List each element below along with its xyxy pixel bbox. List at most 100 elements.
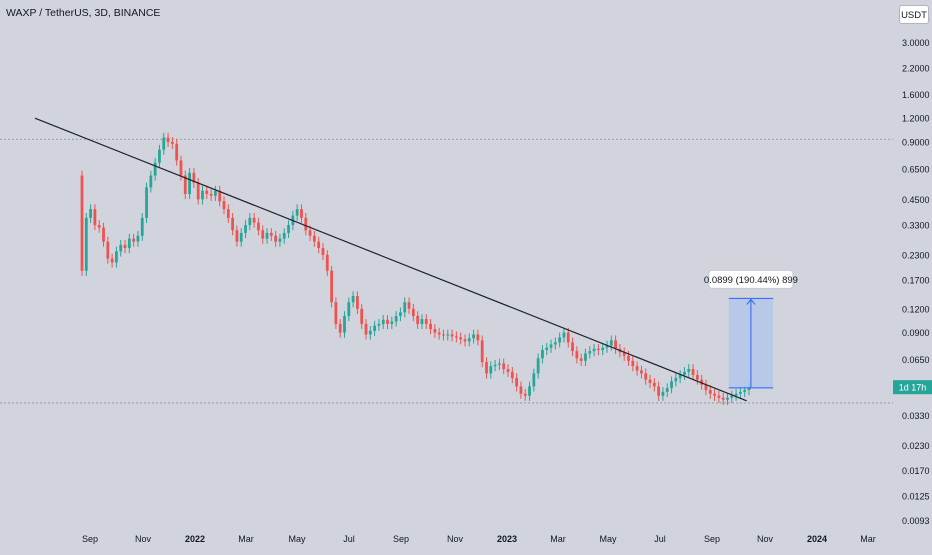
candle-body <box>89 209 93 218</box>
candle-body <box>579 358 583 361</box>
candle-body <box>261 230 265 239</box>
candle-body <box>562 332 566 338</box>
measure-arrow-head <box>746 298 756 305</box>
x-tick-label: Sep <box>704 534 720 544</box>
x-tick-label: Jul <box>654 534 666 544</box>
candle-body <box>631 360 635 367</box>
candle-body <box>674 378 678 382</box>
candle-body <box>644 373 648 380</box>
candle-body <box>687 369 691 372</box>
x-tick-label: May <box>288 534 306 544</box>
candle-body <box>695 374 699 380</box>
x-tick-label: Mar <box>860 534 876 544</box>
candle-body <box>523 393 527 396</box>
candle-body <box>730 395 734 398</box>
candle-body <box>356 296 359 309</box>
y-tick-label: 0.0170 <box>902 466 930 476</box>
candle-body <box>325 254 329 271</box>
candle-body <box>317 241 321 249</box>
candle-body <box>708 390 712 394</box>
candle-body <box>532 373 536 387</box>
candle-body <box>627 355 630 361</box>
candle-body <box>209 194 213 196</box>
candle-body <box>368 330 372 335</box>
candle-body <box>519 386 523 394</box>
candle-body <box>592 348 596 352</box>
y-tick-label: 0.0093 <box>902 516 930 526</box>
candle-body <box>274 235 278 242</box>
candle-body <box>609 340 613 346</box>
candle-body <box>571 342 574 352</box>
candle-body <box>231 217 235 231</box>
x-tick-label: 2024 <box>807 534 827 544</box>
candle-body <box>386 319 389 324</box>
candle-body <box>218 190 222 202</box>
candle-body <box>472 334 475 339</box>
candle-body <box>476 334 480 341</box>
candle-body <box>635 366 639 371</box>
candle-body <box>226 209 230 218</box>
candle-body <box>433 329 437 333</box>
y-tick-label: 1.2000 <box>902 114 930 124</box>
candle-body <box>584 353 587 361</box>
candle-body <box>300 209 303 218</box>
candle-body <box>390 321 394 324</box>
candle-body <box>136 235 140 242</box>
candle-body <box>588 351 592 354</box>
chart-title: WAXP / TetherUS, 3D, BINANCE <box>6 7 161 19</box>
candle-body <box>489 366 493 374</box>
x-tick-label: May <box>599 534 617 544</box>
candle-body <box>498 363 501 365</box>
candle-body <box>132 238 136 242</box>
countdown-badge <box>893 380 932 395</box>
candle-body <box>515 378 519 387</box>
price-axis[interactable]: 4.00003.00002.20001.60001.20000.90000.65… <box>893 0 932 550</box>
candle-body <box>97 225 101 228</box>
candle-body <box>287 225 290 233</box>
x-tick-label: Mar <box>238 534 254 544</box>
candle-body <box>295 209 299 216</box>
candle-body <box>407 302 411 309</box>
candle-body <box>575 351 579 359</box>
candle-body <box>377 323 381 326</box>
candle-body <box>102 227 105 242</box>
candle-body <box>467 338 471 342</box>
candle-body <box>119 244 123 252</box>
currency-button[interactable]: USDT <box>899 5 929 24</box>
candle-body <box>700 379 704 385</box>
y-tick-label: 0.2300 <box>902 250 930 260</box>
candle-body <box>347 302 351 317</box>
candle-body <box>312 235 316 242</box>
candle-body <box>734 393 738 396</box>
countdown-label: 1d 17h <box>899 383 927 393</box>
candle-body <box>110 258 114 263</box>
candle-body <box>429 323 432 330</box>
candle-body <box>338 323 342 333</box>
x-tick-label: 2022 <box>185 534 205 544</box>
candle-body <box>704 384 708 391</box>
candle-body <box>153 162 157 176</box>
candle-body <box>657 386 661 396</box>
candle-body <box>545 347 549 350</box>
candle-body <box>364 323 368 335</box>
candle-body <box>248 217 252 226</box>
candle-body <box>528 386 531 396</box>
candle-body <box>665 388 669 392</box>
candle-body <box>721 397 725 400</box>
y-tick-label: 0.0900 <box>902 328 930 338</box>
candle-body <box>278 238 282 242</box>
candle-body <box>394 316 398 322</box>
candle-body <box>166 137 170 142</box>
candle-body <box>252 217 256 223</box>
candle-body <box>549 344 553 348</box>
candle-body <box>399 312 402 317</box>
candle-body <box>330 270 333 303</box>
candle-body <box>450 334 454 337</box>
candle-body <box>670 381 673 389</box>
y-tick-label: 0.1700 <box>902 275 930 285</box>
candle-body <box>601 347 605 350</box>
candle-body <box>717 395 721 398</box>
candle-body <box>446 334 450 336</box>
